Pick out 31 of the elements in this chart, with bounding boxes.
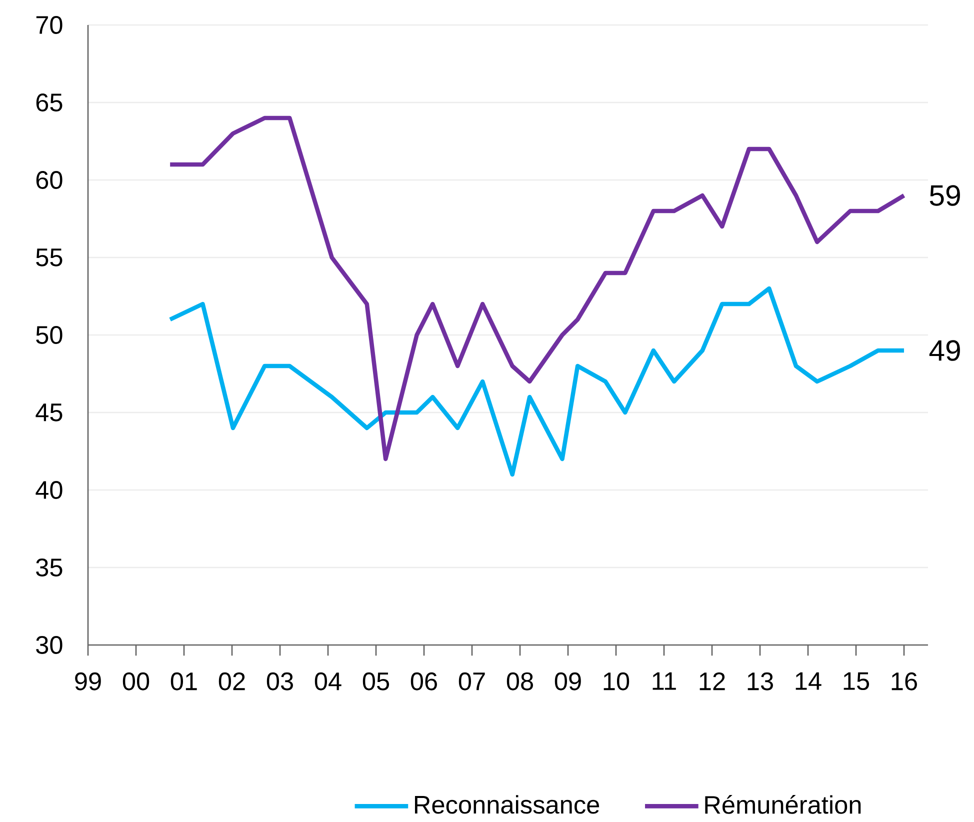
x-tick-label: 08 [506,672,533,690]
y-tick-label: 55 [36,248,62,266]
x-tick-label: 07 [458,672,485,690]
x-tick-label: 12 [700,672,725,690]
legend-label: Reconnaissance [414,795,600,814]
x-tick-label: 01 [170,672,197,690]
y-tick-label: 70 [36,16,62,34]
y-tick-label: 60 [36,171,62,189]
y-tick-label: 35 [36,558,62,576]
x-tick-label: 03 [266,672,293,690]
x-tick-label: 15 [844,672,870,690]
x-tick-label: 16 [892,672,917,690]
legend-label: Rémunération [705,794,861,814]
x-tick-label: 05 [362,672,390,690]
x-tick-label: 10 [604,672,630,690]
x-tick-label: 11 [652,672,676,690]
x-tick-label: 14 [796,672,822,690]
x-tick-label: 13 [748,672,773,690]
annotation: 59 [930,185,960,206]
x-tick-label: 04 [314,672,342,690]
x-tick-label: 06 [410,672,437,690]
y-tick-label: 45 [36,404,62,422]
y-tick-label: 30 [36,636,62,654]
y-tick-label: 40 [36,481,62,499]
y-tick-label: 50 [36,326,62,344]
y-tick-label: 65 [36,94,62,112]
x-tick-label: 00 [122,672,150,690]
x-tick-label: 09 [554,672,581,690]
annotation: 49 [929,340,960,361]
x-tick-label: 99 [75,672,101,690]
x-tick-label: 02 [218,672,245,690]
